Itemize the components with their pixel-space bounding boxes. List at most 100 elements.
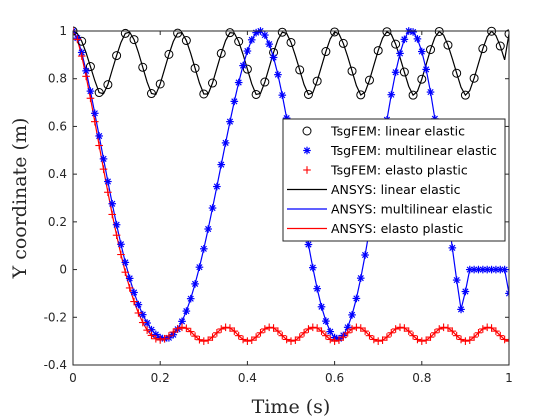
data-point xyxy=(461,287,470,296)
data-point xyxy=(278,331,287,340)
data-point xyxy=(313,324,321,332)
data-point-stroke xyxy=(305,241,312,248)
data-point xyxy=(400,324,409,332)
data-point-stroke xyxy=(392,69,399,76)
data-point xyxy=(391,325,400,333)
data-point xyxy=(130,297,138,306)
data-point xyxy=(104,177,112,186)
data-point xyxy=(191,280,199,288)
y-tick-label: 0.8 xyxy=(48,72,67,86)
y-tick-label: 0.6 xyxy=(48,119,67,133)
data-point xyxy=(326,335,335,344)
legend-label: TsgFEM: elasto plastic xyxy=(330,163,468,178)
data-point-stroke xyxy=(396,50,404,57)
legend-item-tsgfem-multilinear-elastic: TsgFEM: multilinear elastic xyxy=(303,143,497,158)
data-point xyxy=(370,335,378,344)
legend-label: ANSYS: elasto plastic xyxy=(331,221,463,236)
data-point xyxy=(378,336,387,344)
data-point xyxy=(330,27,340,37)
data-point xyxy=(251,89,261,99)
series-line xyxy=(73,30,509,97)
data-point xyxy=(452,331,461,340)
data-point xyxy=(265,323,273,332)
data-point xyxy=(117,250,125,259)
data-point xyxy=(400,35,409,44)
data-point xyxy=(164,49,174,59)
data-point xyxy=(234,78,243,87)
data-point xyxy=(247,336,256,344)
data-point xyxy=(91,109,99,118)
data-point xyxy=(448,327,457,335)
data-point-stroke xyxy=(183,307,190,315)
legend-box xyxy=(282,118,506,242)
data-point xyxy=(77,52,86,60)
data-point xyxy=(129,35,139,45)
data-point xyxy=(448,244,457,252)
series-tsgfem-multilinear-elastic xyxy=(73,27,509,343)
data-point xyxy=(426,88,435,96)
data-point-stroke xyxy=(205,225,212,233)
data-point xyxy=(322,331,330,340)
data-point xyxy=(361,327,369,335)
data-point xyxy=(234,331,243,340)
data-point-stroke xyxy=(122,259,129,266)
data-point xyxy=(99,165,108,173)
x-tick-label: 0.4 xyxy=(238,371,257,385)
data-point-stroke xyxy=(200,245,207,252)
data-point xyxy=(321,47,331,57)
data-point xyxy=(317,327,326,335)
data-point xyxy=(182,324,191,333)
data-point-stroke xyxy=(231,98,238,105)
data-point-stroke xyxy=(222,139,229,147)
data-point xyxy=(313,284,321,293)
data-point xyxy=(204,336,212,344)
data-point xyxy=(452,68,462,78)
data-point-stroke xyxy=(104,178,111,185)
data-point xyxy=(208,204,217,212)
data-point xyxy=(396,323,404,332)
data-point-stroke xyxy=(178,318,186,325)
data-point-stroke xyxy=(261,31,268,39)
data-point xyxy=(261,325,269,333)
data-point xyxy=(478,44,488,54)
data-point xyxy=(274,327,282,335)
legend-label: TsgFEM: linear elastic xyxy=(330,124,465,139)
data-point xyxy=(213,182,221,191)
data-point xyxy=(382,27,392,37)
data-point xyxy=(95,132,103,140)
data-point-stroke xyxy=(218,161,225,168)
data-point xyxy=(178,323,186,332)
data-point xyxy=(439,323,448,332)
data-point xyxy=(286,37,296,47)
data-point-stroke xyxy=(96,132,103,140)
data-point xyxy=(181,36,191,46)
y-tick-label: 0.2 xyxy=(48,215,67,229)
data-point xyxy=(413,335,422,344)
data-point-stroke xyxy=(91,110,98,117)
data-point xyxy=(338,38,348,48)
data-point-stroke xyxy=(427,88,434,96)
x-tick-label: 0.2 xyxy=(151,371,170,385)
data-point xyxy=(125,284,134,292)
y-tick-label: 1 xyxy=(59,24,67,38)
data-point xyxy=(186,327,195,336)
data-point xyxy=(391,68,400,77)
data-point xyxy=(191,332,199,340)
data-point xyxy=(226,324,234,332)
data-point xyxy=(317,302,326,311)
data-point-stroke xyxy=(109,200,116,207)
data-point xyxy=(173,324,182,333)
data-point xyxy=(282,335,291,344)
data-point xyxy=(269,324,278,332)
data-point xyxy=(505,337,509,345)
data-point xyxy=(108,199,117,208)
data-point-stroke xyxy=(409,28,417,36)
data-point xyxy=(387,90,396,99)
data-point xyxy=(265,40,273,48)
data-point xyxy=(278,91,287,99)
data-point xyxy=(104,188,112,197)
data-point xyxy=(234,36,244,46)
data-point xyxy=(269,53,278,62)
data-point-stroke xyxy=(187,295,194,302)
